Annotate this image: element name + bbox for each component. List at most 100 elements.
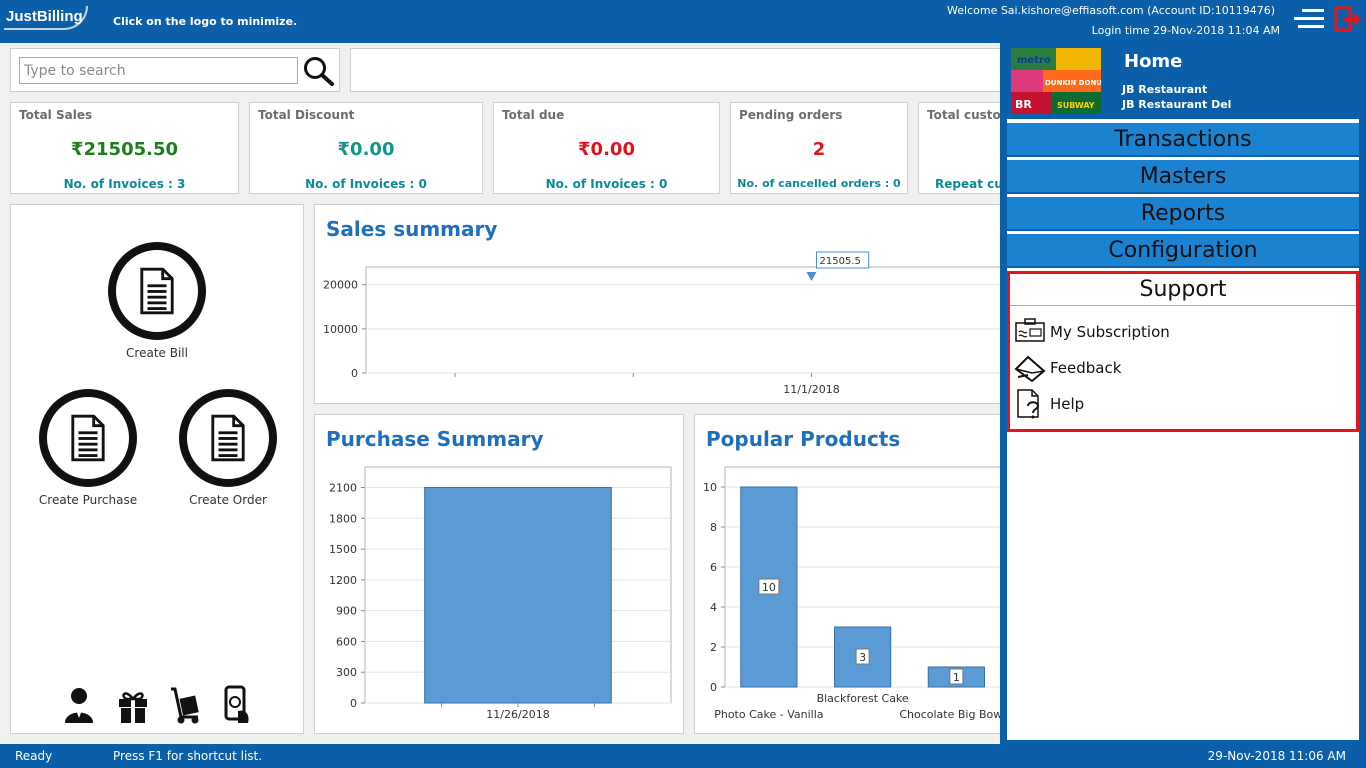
x-tick-label: 11/1/2018 xyxy=(783,383,839,396)
pending-orders-card[interactable]: Pending orders 2 No. of cancelled orders… xyxy=(730,102,908,194)
support-item-label: Feedback xyxy=(1050,359,1122,377)
support-item-help[interactable]: Help xyxy=(1014,389,1344,419)
bar-label-box xyxy=(758,578,780,595)
y-tick-label: 0 xyxy=(351,367,358,380)
y-tick-label: 1200 xyxy=(329,574,357,587)
create-purchase-button[interactable]: Create Purchase xyxy=(28,389,148,507)
document-icon xyxy=(108,242,206,340)
y-tick-label: 1500 xyxy=(329,543,357,556)
top-bar: JustBilling Click on the logo to minimiz… xyxy=(0,0,1366,43)
total-discount-card[interactable]: Total Discount ₹0.00 No. of Invoices : 0 xyxy=(249,102,483,194)
login-time: Login time 29-Nov-2018 11:04 AM xyxy=(1091,24,1280,37)
nav-configuration[interactable]: Configuration xyxy=(1007,234,1359,268)
subscription-icon xyxy=(1015,318,1045,342)
card-title: Total Sales xyxy=(19,108,93,122)
app-logo[interactable]: JustBilling xyxy=(6,8,83,25)
card-subtext: Repeat cus xyxy=(935,177,1010,191)
bar-label: 3 xyxy=(859,651,866,664)
card-title: Total Discount xyxy=(258,108,355,122)
status-bar: Ready Press F1 for shortcut list. 29-Nov… xyxy=(0,744,1366,768)
status-text: Ready xyxy=(15,749,53,763)
card-subtext: No. of Invoices : 3 xyxy=(63,177,186,191)
popular-products-panel: Popular Products 0 2 4 6 8 10 10 Photo Cake - V… xyxy=(694,414,1018,734)
card-title: Pending orders xyxy=(739,108,843,122)
data-label: 21505.5 xyxy=(820,256,861,267)
x-tick-label: Blackforest Cake xyxy=(817,692,909,705)
popular-products-chart: 0 2 4 6 8 10 10 Photo Cake - Vanilla 3 Blackfores… xyxy=(703,466,1017,721)
plot-area xyxy=(365,266,1017,374)
total-sales-card[interactable]: Total Sales ₹21505.50 No. of Invoices : … xyxy=(10,102,239,194)
nav-reports[interactable]: Reports xyxy=(1007,197,1359,231)
thumb-word: metro xyxy=(1017,55,1051,66)
search-icon[interactable] xyxy=(303,56,335,86)
support-item-my-subscription[interactable]: My Subscription xyxy=(1014,317,1344,347)
user-icon[interactable] xyxy=(62,685,96,725)
thumb-word: SUBWAY xyxy=(1057,101,1095,110)
side-menu-header: metro DUNKIN DONUTS SUBWAY BR Home JB Re… xyxy=(1007,43,1359,119)
bar-label: 10 xyxy=(762,581,776,594)
document-icon xyxy=(179,389,277,487)
support-section: Support My Subscription xyxy=(1007,271,1359,432)
info-bar xyxy=(350,48,1010,92)
bar-label-box xyxy=(855,648,870,665)
card-subtext: No. of cancelled orders : 0 xyxy=(737,177,901,190)
thumb-word: BR xyxy=(1015,98,1032,111)
total-due-card[interactable]: Total due ₹0.00 No. of Invoices : 0 xyxy=(493,102,720,194)
support-title[interactable]: Support xyxy=(1010,274,1356,306)
y-tick-label: 0 xyxy=(710,681,717,694)
nav-transactions[interactable]: Transactions xyxy=(1007,123,1359,157)
card-value: ₹21505.50 xyxy=(70,139,179,160)
create-bill-label: Create Bill xyxy=(126,346,188,360)
y-tick-label: 2100 xyxy=(329,482,357,495)
purchase-summary-title: Purchase Summary xyxy=(326,427,544,451)
support-item-label: Help xyxy=(1050,395,1085,413)
store-name-2: JB Restaurant Del xyxy=(1122,98,1232,111)
side-menu: metro DUNKIN DONUTS SUBWAY BR Home JB Re… xyxy=(1000,43,1366,744)
y-tick-label: 0 xyxy=(350,697,357,710)
minimize-hint: Click on the logo to minimize. xyxy=(113,15,298,28)
card-value: 2 xyxy=(812,139,826,160)
y-tick-label: 10 xyxy=(703,481,717,494)
bar xyxy=(424,487,612,704)
x-tick-label: Photo Cake - Vanilla xyxy=(714,708,823,721)
y-tick-label: 2 xyxy=(710,641,717,654)
y-tick-label: 1800 xyxy=(329,512,357,525)
thumb-word: DUNKIN DONUTS xyxy=(1045,79,1101,87)
card-subtext: No. of Invoices : 0 xyxy=(545,177,668,191)
create-bill-button[interactable]: Create Bill xyxy=(107,242,207,360)
sales-summary-chart: 0 10000 20000 11/1/2018 21505.5 xyxy=(323,251,1017,396)
create-order-button[interactable]: Create Order xyxy=(168,389,288,507)
side-menu-inner: metro DUNKIN DONUTS SUBWAY BR Home JB Re… xyxy=(1007,43,1359,740)
home-label[interactable]: Home xyxy=(1124,51,1183,72)
create-order-label: Create Order xyxy=(189,493,267,507)
y-tick-label: 900 xyxy=(336,605,357,618)
mobile-payment-icon[interactable] xyxy=(220,685,254,725)
card-value: ₹0.00 xyxy=(578,139,635,160)
sales-summary-title: Sales summary xyxy=(326,217,498,241)
x-tick-label: 11/26/2018 xyxy=(486,708,549,721)
popular-products-title: Popular Products xyxy=(706,427,901,451)
logout-icon[interactable] xyxy=(1334,6,1362,32)
card-title: Total custo xyxy=(927,108,1001,122)
shortcut-hint: Press F1 for shortcut list. xyxy=(113,749,263,763)
y-tick-label: 600 xyxy=(336,635,357,648)
search-input[interactable] xyxy=(19,57,298,84)
hamburger-menu-icon[interactable] xyxy=(1294,9,1324,31)
support-item-feedback[interactable]: Feedback xyxy=(1014,353,1344,383)
card-subtext: No. of Invoices : 0 xyxy=(305,177,427,191)
card-title: Total due xyxy=(502,108,565,122)
y-tick-label: 8 xyxy=(710,521,717,534)
gift-icon[interactable] xyxy=(116,685,150,725)
help-icon xyxy=(1017,389,1040,419)
data-label-box xyxy=(816,251,870,269)
welcome-text: Welcome Sai.kishore@effiasoft.com (Accou… xyxy=(947,4,1275,17)
nav-masters[interactable]: Masters xyxy=(1007,160,1359,194)
y-tick-label: 10000 xyxy=(323,323,358,336)
y-tick-label: 300 xyxy=(336,666,357,679)
purchase-summary-panel: Purchase Summary 0 300 600 900 1200 1500 1800 2… xyxy=(314,414,684,734)
hand-truck-icon[interactable] xyxy=(168,685,202,725)
support-item-label: My Subscription xyxy=(1050,323,1170,341)
data-point xyxy=(806,272,817,282)
sales-summary-panel: Sales summary 0 10000 20000 11/1/2018 21505.… xyxy=(314,204,1018,404)
